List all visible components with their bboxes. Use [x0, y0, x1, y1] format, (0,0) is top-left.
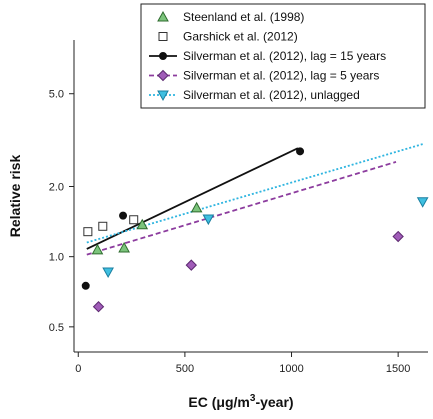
- x-tick-label: 1000: [279, 363, 303, 375]
- data-point-series-0-2: [136, 218, 149, 230]
- data-point-series-2-0: [81, 281, 90, 290]
- legend-marker-4: [157, 90, 169, 102]
- x-axis-title: EC (μg/m3-year): [188, 393, 293, 410]
- x-tick-label: 1500: [386, 363, 410, 375]
- axes: 0 500 1000 1500 0.5 1.0 2.0 5.0 EC (μg/m3-year) R…: [7, 40, 428, 410]
- legend-label-3: Silverman et al. (2012), lag = 5 years: [183, 69, 379, 83]
- y-tick-label: 1.0: [49, 252, 64, 264]
- data-point-series-3-1: [185, 259, 197, 271]
- legend-label-1: Garshick et al. (2012): [183, 30, 298, 44]
- data-point-series-0-3: [190, 201, 203, 213]
- data-point-series-1-0: [83, 227, 93, 237]
- legend-box: [140, 3, 426, 109]
- x-tick-label: 500: [176, 363, 194, 375]
- data-point-series-4-2: [416, 197, 429, 208]
- data-point-series-0-1: [118, 241, 130, 253]
- plot-area: [81, 142, 429, 313]
- data-point-series-2-1: [119, 211, 128, 220]
- y-tick-label: 5.0: [49, 89, 64, 101]
- fit-line-series-3: [86, 161, 397, 256]
- data-point-series-4-1: [202, 214, 215, 226]
- data-point-series-4-0: [102, 267, 114, 278]
- y-tick-label: 2.0: [49, 181, 64, 193]
- legend: Steenland et al. (1998) Garshick et al. (…: [140, 3, 426, 109]
- x-tick-label: 0: [75, 363, 81, 375]
- legend-label-2: Silverman et al. (2012), lag = 15 years: [183, 49, 386, 63]
- data-point-series-1-1: [98, 221, 108, 231]
- y-axis-title: Relative risk: [7, 155, 23, 238]
- legend-marker-3: [157, 69, 169, 82]
- legend-marker-1: [158, 32, 168, 41]
- fit-line-series-4: [86, 142, 424, 244]
- data-point-series-1-2: [129, 215, 139, 225]
- legend-marker-2: [159, 52, 167, 60]
- legend-marker-0: [157, 10, 169, 22]
- data-point-series-3-0: [92, 301, 105, 313]
- data-point-series-0-0: [91, 243, 104, 255]
- data-point-series-2-2: [296, 147, 305, 156]
- y-tick-label: 0.5: [49, 322, 64, 334]
- data-point-series-3-2: [392, 230, 404, 243]
- legend-label-0: Steenland et al. (1998): [183, 10, 304, 24]
- legend-label-4: Silverman et al. (2012), unlagged: [183, 88, 360, 102]
